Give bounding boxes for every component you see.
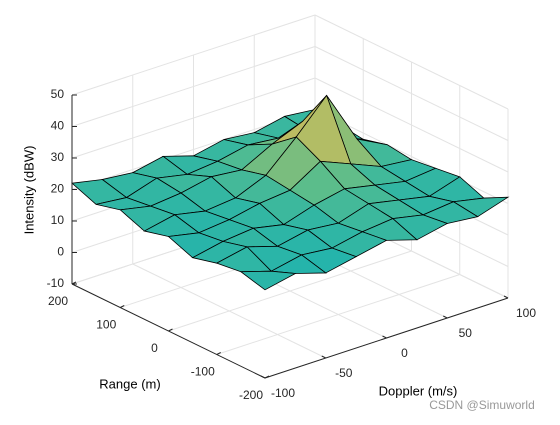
y-tick-label: -100 xyxy=(191,365,215,379)
z-tick-label: 50 xyxy=(51,87,65,101)
z-tick-label: -10 xyxy=(47,276,65,290)
watermark: CSDN @Simuworld xyxy=(429,398,535,412)
tick-mark xyxy=(120,305,125,308)
grid-line xyxy=(71,77,316,159)
x-tick-label: -50 xyxy=(335,366,353,380)
tick-mark xyxy=(168,328,173,332)
z-axis-label: Intensity (dBW) xyxy=(21,146,36,235)
x-tick-label: 0 xyxy=(401,346,408,360)
axes-layer: -1001020304050-200-1000100200-100-500501… xyxy=(47,87,537,402)
grid-line xyxy=(71,14,316,96)
z-tick-label: 0 xyxy=(57,245,64,259)
tick-mark xyxy=(382,335,387,339)
tick-mark xyxy=(216,352,221,355)
x-axis-label: Doppler (m/s) xyxy=(379,383,458,398)
grid-line xyxy=(71,46,316,127)
grid-line xyxy=(216,274,460,355)
surface-patch xyxy=(239,270,297,291)
tick-mark xyxy=(503,295,509,299)
tick-mark xyxy=(443,315,448,319)
y-tick-label: -200 xyxy=(239,388,263,402)
grid-line xyxy=(314,46,509,141)
tick-mark xyxy=(321,355,326,359)
tick-mark xyxy=(260,375,266,379)
y-tick-label: 100 xyxy=(96,318,116,332)
tick-mark xyxy=(264,375,270,379)
y-tick-label: 200 xyxy=(48,294,68,308)
z-tick-label: 40 xyxy=(51,119,65,133)
x-tick-label: 100 xyxy=(516,306,536,320)
grid-line xyxy=(314,14,509,110)
grid-line xyxy=(168,250,412,332)
z-tick-label: 30 xyxy=(51,150,65,164)
z-tick-label: 20 xyxy=(51,182,65,196)
y-tick-label: 0 xyxy=(151,341,158,355)
tick-mark xyxy=(71,281,77,285)
grid-line xyxy=(314,77,509,173)
z-tick-label: 10 xyxy=(51,213,65,227)
x-tick-label: 50 xyxy=(459,326,473,340)
x-tick-label: -100 xyxy=(271,386,295,400)
y-axis-label: Range (m) xyxy=(99,376,160,391)
surface-layer xyxy=(71,94,510,291)
